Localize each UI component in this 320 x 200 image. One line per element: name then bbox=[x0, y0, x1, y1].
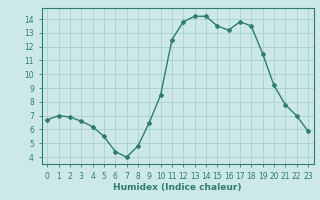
X-axis label: Humidex (Indice chaleur): Humidex (Indice chaleur) bbox=[113, 183, 242, 192]
